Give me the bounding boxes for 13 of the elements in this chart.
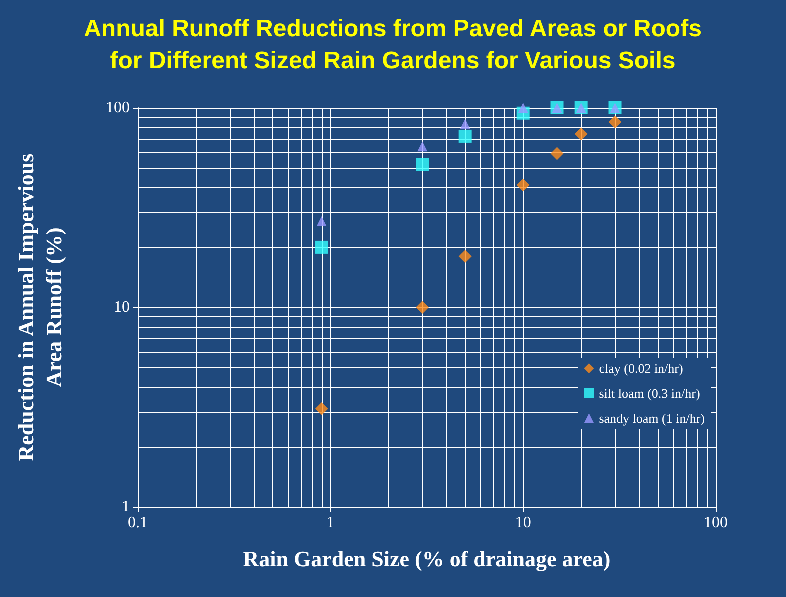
y-axis-title: Reduction in Annual Impervious Area Runoff (%) — [14, 153, 66, 462]
x-tick-label: 0.1 — [128, 514, 148, 532]
y-tick-label: 10 — [114, 299, 130, 316]
x-tick-label: 100 — [704, 514, 728, 532]
legend-label: sandy loam (1 in/hr) — [599, 411, 706, 426]
legend-label: silt loam (0.3 in/hr) — [599, 386, 700, 401]
x-axis-title: Rain Garden Size (% of drainage area) — [243, 546, 611, 572]
chart-title: Annual Runoff Reductions from Paved Areas or Roofs for Different Sized Rain Gardens for Various Soils — [84, 16, 702, 74]
legend-label: clay (0.02 in/hr) — [599, 361, 684, 376]
x-tick-label: 1 — [326, 514, 335, 532]
y-tick-label: 1 — [122, 498, 130, 516]
y-tick-label: 100 — [106, 100, 130, 116]
x-tick-label: 10 — [515, 514, 532, 532]
